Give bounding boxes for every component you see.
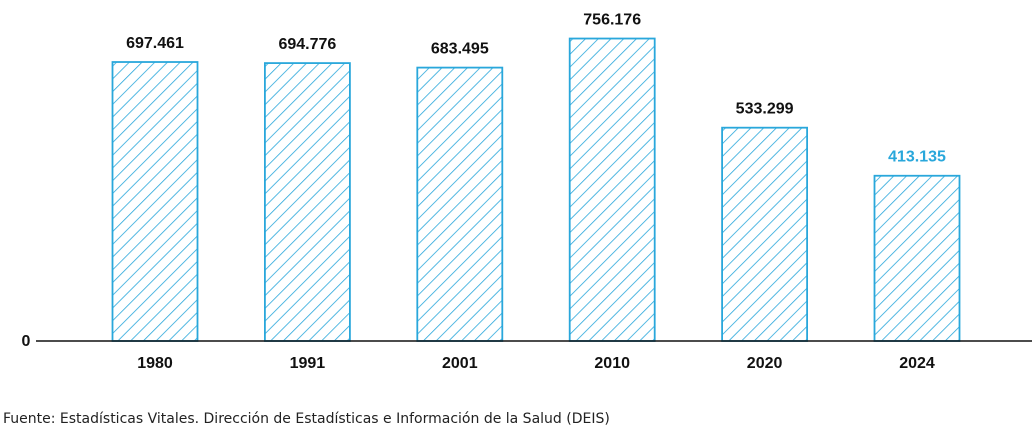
- value-label-2020: 533.299: [736, 101, 794, 118]
- value-label-2010: 756.176: [583, 12, 641, 29]
- value-label-1980: 697.461: [126, 35, 184, 52]
- bar-1980: [111, 61, 199, 342]
- category-label-1991: 1991: [290, 355, 326, 372]
- bar-chart: 697.461 1980 694.776 1991 683.495 2001 756.176…: [22, 12, 1032, 372]
- category-label-2001: 2001: [442, 355, 478, 372]
- category-label-2024: 2024: [899, 355, 935, 372]
- category-label-2010: 2010: [594, 355, 630, 372]
- bar-2024: [873, 174, 961, 342]
- bar-2010: [568, 37, 656, 342]
- bar-2001: [416, 66, 504, 342]
- y-tick-label: 0: [22, 333, 31, 350]
- value-label-2001: 683.495: [431, 41, 489, 58]
- category-label-2020: 2020: [747, 355, 783, 372]
- source-note: Fuente: Estadísticas Vitales. Dirección …: [3, 411, 610, 427]
- value-label-2024: 413.135: [888, 149, 946, 166]
- value-label-1991: 694.776: [278, 36, 336, 53]
- bar-1991: [263, 62, 351, 342]
- bar-2020: [721, 126, 808, 342]
- category-label-1980: 1980: [137, 355, 173, 372]
